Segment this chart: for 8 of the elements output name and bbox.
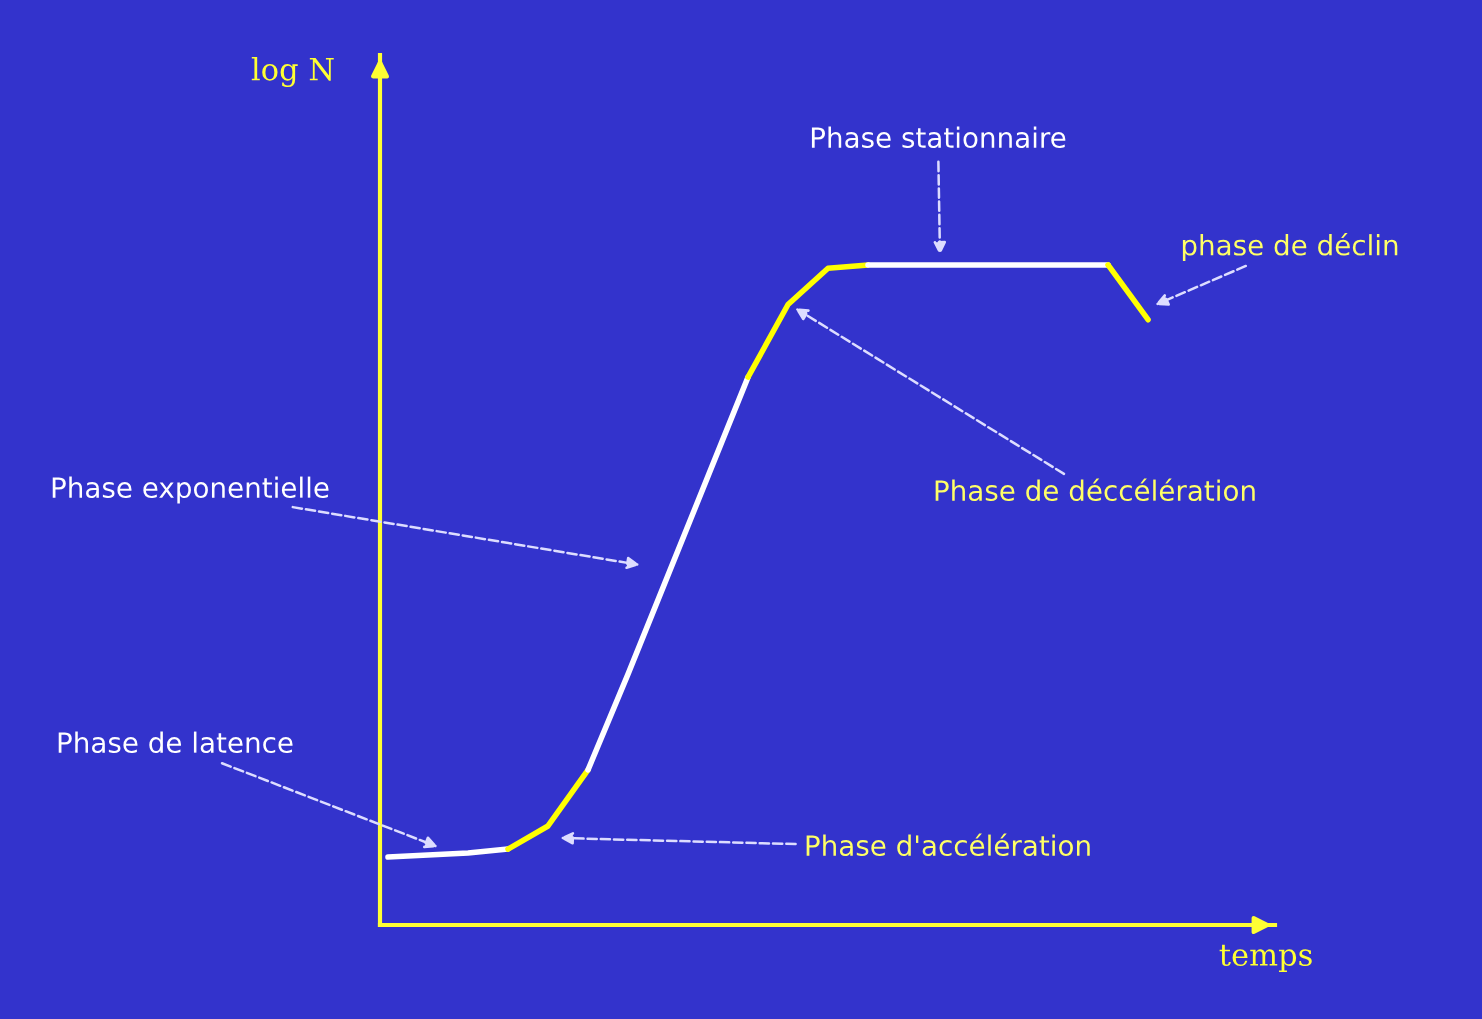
annotation: Phase d'accélération [806, 833, 1090, 857]
text: Phase stationnaire [811, 126, 1066, 149]
text: log N [251, 57, 334, 87]
text: Phase de latence [58, 731, 293, 754]
x-axis-title: temps [1219, 944, 1312, 972]
text: Phase exponentielle [52, 476, 329, 504]
text: phase de déclin [1182, 233, 1398, 261]
annotation: Phase de déccélération [935, 478, 1255, 502]
